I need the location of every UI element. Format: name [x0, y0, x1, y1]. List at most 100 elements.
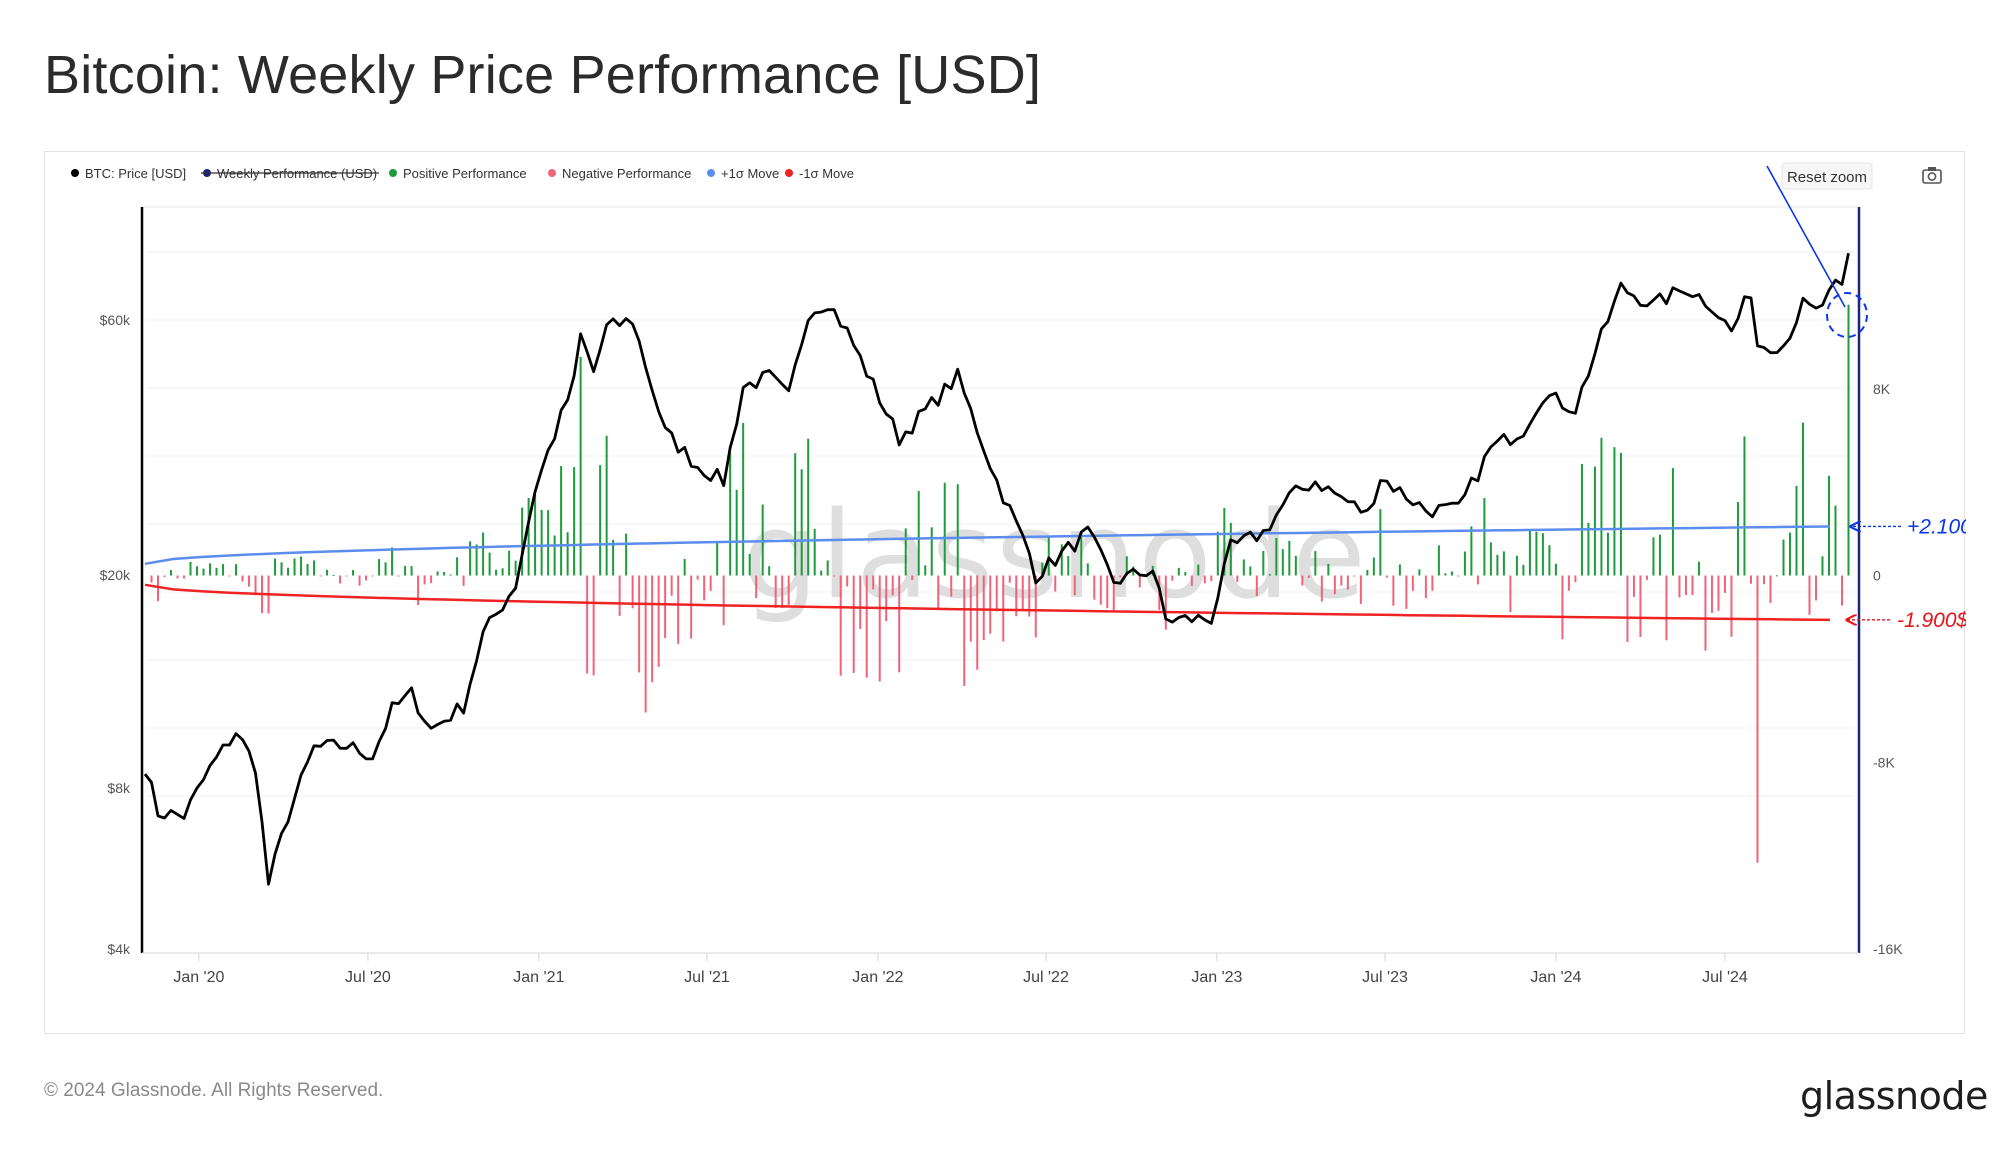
negative-bar — [1385, 575, 1388, 578]
negative-bar — [1021, 575, 1024, 611]
negative-bar — [1028, 575, 1031, 617]
positive-bar — [1132, 566, 1135, 576]
legend-label: Positive Performance — [403, 166, 527, 181]
legend-label: +1σ Move — [721, 166, 779, 181]
chart-svg: glassnode $4k $8k $20k $60k -16K -8K 0 8K Jan '2… — [71, 162, 1966, 986]
negative-bar — [690, 575, 693, 639]
legend-marker — [389, 169, 397, 177]
negative-bar — [865, 575, 868, 678]
x-tick-label: Jul '23 — [1362, 969, 1408, 986]
positive-bar — [1593, 466, 1596, 576]
positive-bar — [605, 435, 608, 576]
plus-sigma-line — [144, 525, 1831, 566]
positive-bar — [729, 453, 732, 576]
positive-bar — [1125, 556, 1128, 576]
x-tick-label: Jul '24 — [1702, 969, 1748, 986]
y-left-tick-label: $4k — [107, 941, 131, 957]
positive-bar — [735, 489, 738, 576]
positive-bar — [1216, 531, 1219, 576]
legend-item[interactable]: Weekly Performance (USD) — [201, 166, 379, 181]
y-right-tick-label: -8K — [1873, 754, 1895, 770]
negative-bar — [1665, 575, 1668, 641]
positive-bar — [495, 569, 498, 576]
positive-bar — [930, 527, 933, 576]
legend-marker — [548, 169, 556, 177]
positive-bar — [1515, 555, 1518, 576]
positive-bar — [306, 563, 309, 576]
plus-sigma-value: +2.100$ — [1907, 515, 1966, 538]
positive-bar — [274, 558, 277, 576]
positive-bar — [352, 570, 355, 576]
negative-bar — [638, 575, 641, 673]
negative-bar — [423, 575, 426, 585]
negative-bar — [1333, 575, 1336, 595]
positive-bar — [820, 570, 823, 576]
positive-bar — [1275, 537, 1278, 576]
positive-bar — [1775, 575, 1778, 577]
positive-bar — [1262, 550, 1265, 576]
negative-bar — [1691, 575, 1694, 595]
negative-bar — [703, 575, 706, 601]
negative-bar — [787, 575, 790, 605]
y-right-tick-label: -16K — [1873, 941, 1903, 957]
positive-bar — [1327, 563, 1330, 576]
negative-bar — [1723, 575, 1726, 593]
positive-bar — [391, 547, 394, 576]
negative-bar — [1346, 575, 1349, 590]
minus-sigma-value: -1.900$ — [1897, 609, 1966, 632]
positive-bar — [683, 558, 686, 576]
positive-bar — [1281, 549, 1284, 576]
negative-bar — [1015, 575, 1018, 617]
positive-bar — [813, 528, 816, 576]
negative-bar — [1340, 575, 1343, 586]
negative-bar — [976, 575, 979, 670]
legend-item[interactable]: -1σ Move — [785, 166, 854, 181]
negative-bar — [963, 575, 966, 686]
negative-bar — [163, 575, 166, 578]
positive-bar — [189, 561, 192, 576]
reset-zoom-label: Reset zoom — [1787, 169, 1867, 186]
positive-bar — [1418, 569, 1421, 576]
negative-bar — [1392, 575, 1395, 606]
price-line — [143, 252, 1850, 886]
x-tick-label: Jan '22 — [852, 969, 903, 986]
negative-bar — [1203, 575, 1206, 584]
page-title: Bitcoin: Weekly Price Performance [USD] — [44, 45, 1042, 105]
negative-bar — [1632, 575, 1635, 597]
positive-bar — [904, 528, 907, 576]
positive-bar — [293, 558, 296, 576]
positive-bar — [540, 509, 543, 576]
negative-bar — [839, 575, 842, 676]
negative-bar — [228, 575, 231, 577]
positive-bar — [521, 507, 524, 576]
legend-item[interactable]: BTC: Price [USD] — [71, 166, 186, 181]
positive-bar — [1788, 532, 1791, 576]
positive-bar — [313, 560, 316, 576]
negative-bar — [417, 575, 420, 606]
negative-bar — [248, 575, 251, 587]
negative-bar — [1307, 575, 1310, 578]
positive-bar — [209, 563, 212, 576]
camera-icon[interactable] — [1922, 167, 1942, 184]
positive-bar — [1847, 304, 1850, 576]
x-tick-label: Jan '24 — [1530, 969, 1581, 986]
legend-item[interactable]: Positive Performance — [389, 166, 527, 181]
legend-item[interactable]: Negative Performance — [548, 166, 691, 181]
reset-zoom-button[interactable]: Reset zoom — [1781, 162, 1873, 190]
negative-bar — [1411, 575, 1414, 591]
positive-bar — [924, 565, 927, 576]
negative-bar — [1639, 575, 1642, 637]
negative-bar — [651, 575, 654, 683]
legend-label: -1σ Move — [799, 166, 854, 181]
legend-item[interactable]: +1σ Move — [707, 166, 779, 181]
positive-bar — [1223, 507, 1226, 576]
negative-bar — [365, 575, 368, 581]
legend: BTC: Price [USD] Weekly Performance (USD)… — [71, 166, 854, 181]
negative-bar — [358, 575, 361, 586]
positive-bar — [1795, 485, 1798, 576]
positive-bar — [1080, 531, 1083, 576]
x-tick-label: Jan '20 — [173, 969, 224, 986]
negative-bar — [319, 575, 322, 577]
positive-bar — [1671, 468, 1674, 576]
positive-bar — [1502, 551, 1505, 576]
